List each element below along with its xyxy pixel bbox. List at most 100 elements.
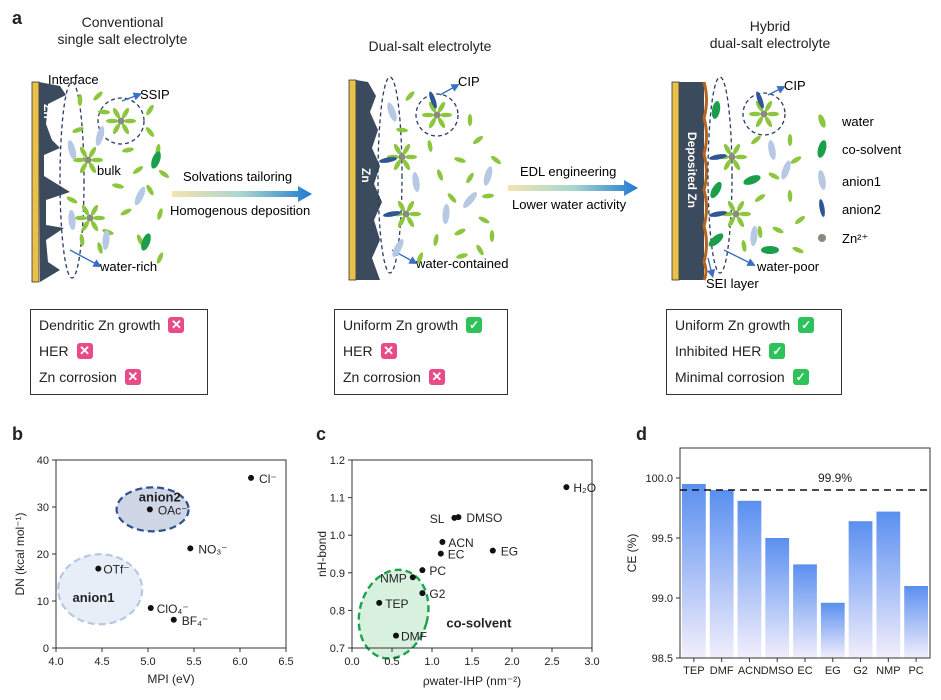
panel-a-label: a <box>12 8 23 28</box>
x-tick-label: 6.0 <box>232 656 247 668</box>
solvation-arrow <box>172 186 312 202</box>
data-point <box>409 574 416 581</box>
point-label: ClO₄⁻ <box>157 602 189 616</box>
y-tick-label: 1.2 <box>330 455 345 467</box>
x-tick-label: 1.0 <box>424 656 439 668</box>
x-tick-label: 4.5 <box>94 656 109 668</box>
arrow2-bottom-label: Lower water activity <box>512 197 627 212</box>
title-conventional: Conventional single salt electrolyte <box>57 14 188 47</box>
anion2-molecule <box>709 154 727 160</box>
data-point <box>393 632 399 639</box>
x-axis-label: ρwater-IHP (nm⁻²) <box>423 674 521 688</box>
water-molecule <box>406 216 415 228</box>
x-tick-label: TEP <box>683 665 704 677</box>
water-molecule <box>723 159 732 171</box>
status-row: Uniform Zn growth ✓ <box>343 317 483 333</box>
y-tick-label: 0.8 <box>330 605 345 617</box>
point-label: PC <box>429 564 446 578</box>
x-tick-label: 0.5 <box>384 656 399 668</box>
status-row: Zn corrosion ✕ <box>39 369 141 385</box>
cosolvent-molecule <box>708 233 724 247</box>
water-molecule <box>466 172 474 184</box>
check-icon: ✓ <box>798 317 815 333</box>
y-tick-label: 98.5 <box>652 653 673 665</box>
x-tick-label: EC <box>797 665 812 677</box>
water-molecule <box>90 220 99 232</box>
zn-ion <box>117 117 125 125</box>
cosolvent-group <box>357 568 430 660</box>
point-label: OTf⁻ <box>103 563 129 577</box>
point-label: DMSO <box>466 511 502 525</box>
chart-d-frame <box>679 447 931 659</box>
status-text: Zn corrosion <box>39 369 117 385</box>
bar-eg <box>820 602 845 658</box>
zn-label-2: Zn <box>359 168 373 183</box>
water-molecule <box>751 135 761 145</box>
data-point <box>437 550 444 557</box>
water-molecule <box>473 135 483 145</box>
legend-water-swatch <box>818 114 826 128</box>
water-poor-label: water-poor <box>756 259 820 274</box>
water-molecule <box>437 101 446 113</box>
x-tick-label: 5.5 <box>186 656 201 668</box>
bar-tep <box>682 484 706 658</box>
anion1-molecule <box>67 140 77 160</box>
x-tick-label: 0.0 <box>344 656 359 668</box>
water-molecule <box>454 228 466 236</box>
water-molecule <box>402 143 411 155</box>
point-label: TEP <box>385 597 408 611</box>
water-molecule <box>136 234 144 246</box>
status-box-hybrid: Uniform Zn growth ✓ Inhibited HER ✓ Minima… <box>666 309 842 395</box>
water-molecule <box>393 159 402 171</box>
y-axis-label: DN (kcal mol⁻¹) <box>13 512 27 595</box>
interface-region-3 <box>707 76 733 274</box>
anion2-molecule <box>429 91 437 109</box>
water-molecule <box>727 216 736 228</box>
x-tick-label: NMP <box>876 665 900 677</box>
anion2-group-label: anion2 <box>139 489 181 504</box>
current-collector-3 <box>671 81 680 281</box>
water-molecule <box>91 157 103 163</box>
data-point <box>563 484 570 491</box>
water-molecule <box>97 242 103 254</box>
panel-a-schematic: Zn Interface SSIP bulk water-rich Solvat… <box>31 72 902 291</box>
water-molecule <box>75 215 87 221</box>
water-molecule <box>476 244 484 256</box>
legend-cosolvent: co-solvent <box>842 142 902 157</box>
panel-d-label: d <box>636 424 647 444</box>
y-tick-label: 1.0 <box>330 530 345 542</box>
check-icon: ✓ <box>466 317 483 333</box>
water-molecule <box>795 215 805 225</box>
water-molecule <box>727 200 736 212</box>
check-icon: ✓ <box>769 343 786 359</box>
y-tick-label: 30 <box>37 502 49 514</box>
point-label: H₂O <box>573 481 596 495</box>
title-hybrid: Hybrid dual-salt electrolyte <box>709 18 831 51</box>
water-molecule <box>66 196 78 204</box>
x-tick-label: 1.5 <box>464 656 479 668</box>
y-tick-label: 100.0 <box>645 473 673 485</box>
anion1-molecule <box>768 140 776 160</box>
zn-ion <box>86 214 94 222</box>
check-icon: ✓ <box>792 369 809 385</box>
zn-ion <box>84 156 92 164</box>
reference-label: 99.9% <box>818 471 852 485</box>
data-point <box>376 599 383 606</box>
arrow1-top-label: Solvations tailoring <box>183 169 292 184</box>
water-molecule <box>72 127 84 133</box>
water-molecule <box>122 147 134 153</box>
ssip-arrow <box>121 92 142 102</box>
x-tick-label: 5.0 <box>140 656 155 668</box>
data-point <box>146 506 153 513</box>
zn-label-1: Zn <box>41 104 55 119</box>
water-molecule <box>772 226 784 234</box>
water-molecule <box>93 91 103 101</box>
zn-ion <box>732 210 740 218</box>
water-poor-arrow <box>723 249 756 266</box>
cosolvent-molecule <box>711 101 721 119</box>
status-row: HER ✕ <box>343 343 397 359</box>
water-molecule <box>98 109 110 115</box>
ssip-circle <box>97 97 145 145</box>
water-molecule <box>454 157 466 163</box>
water-molecule <box>440 112 452 118</box>
